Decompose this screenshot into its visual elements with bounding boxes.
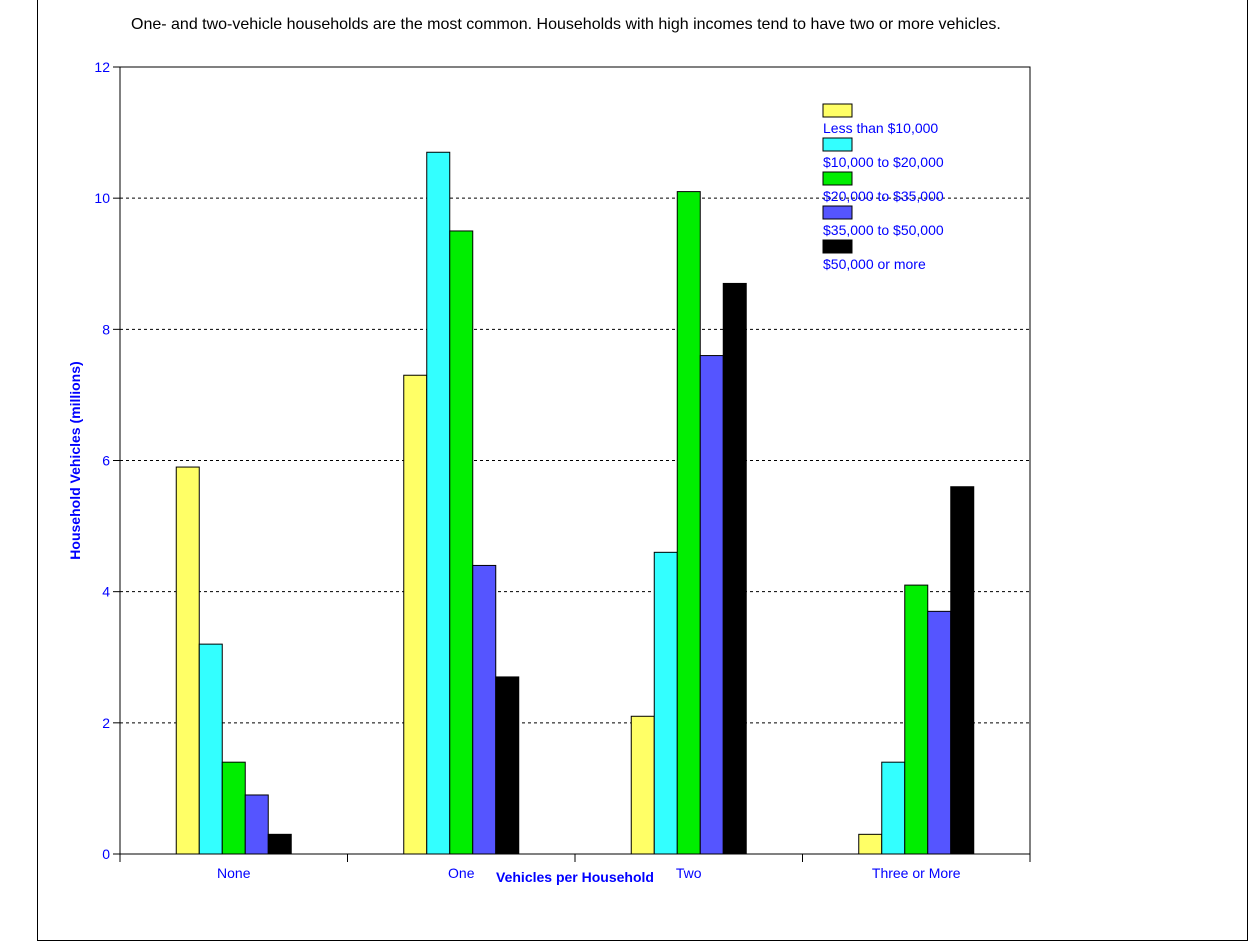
legend-label: $10,000 to $20,000 [823, 154, 944, 170]
legend-swatch [822, 137, 853, 152]
bar-two-series-1 [630, 715, 655, 855]
bar-two-series-4 [699, 355, 724, 855]
legend-label: Less than $10,000 [823, 120, 938, 136]
bar-none-series-4 [244, 794, 269, 855]
bar-three-or-more-series-2 [881, 761, 906, 855]
legend-swatch [822, 239, 853, 254]
y-tick-label: 0 [102, 846, 110, 862]
x-tick-label: One [448, 865, 475, 881]
legend-label: $20,000 to $35,000 [823, 188, 944, 204]
bar-three-or-more-series-3 [904, 584, 929, 855]
bar-none-series-1 [175, 466, 200, 855]
y-tick-label: 10 [94, 190, 110, 206]
x-tick-label: None [217, 865, 251, 881]
bar-one-series-4 [472, 564, 497, 855]
legend-swatch [822, 205, 853, 220]
bar-one-series-5 [495, 676, 520, 855]
legend-swatch [822, 103, 853, 118]
y-tick-label: 4 [102, 584, 110, 600]
y-tick-label: 12 [94, 59, 110, 75]
x-tick-label: Three or More [872, 865, 961, 881]
y-tick-label: 2 [102, 715, 110, 731]
legend-swatch [822, 171, 853, 186]
bar-none-series-3 [221, 761, 246, 855]
bar-one-series-2 [426, 151, 451, 855]
bar-none-series-5 [267, 833, 292, 855]
bar-none-series-2 [198, 643, 223, 855]
y-tick-label: 8 [102, 321, 110, 337]
y-axis-title: Household Vehicles (millions) [67, 361, 83, 559]
bar-two-series-3 [676, 191, 701, 855]
legend: Less than $10,000 $10,000 to $20,000 $20,0… [822, 103, 944, 272]
x-axis-title: Vehicles per Household [496, 869, 654, 885]
bar-three-or-more-series-4 [927, 610, 952, 855]
figure-frame [37, 0, 1248, 941]
legend-label: $35,000 to $50,000 [823, 222, 944, 238]
bar-one-series-3 [449, 230, 474, 855]
plot-area-frame [119, 66, 1031, 855]
bar-three-or-more-series-5 [950, 486, 975, 855]
x-tick-label: Two [676, 865, 702, 881]
chart-caption: One- and two-vehicle households are the … [131, 16, 1001, 33]
axes: 0 2 4 6 8 10 12 None One Two Three or More [94, 59, 1031, 881]
grid-lines [120, 197, 1030, 724]
bar-one-series-1 [403, 374, 428, 855]
bar-two-series-5 [722, 282, 747, 855]
bar-three-or-more-series-1 [858, 833, 883, 855]
legend-label: $50,000 or more [823, 256, 926, 272]
bar-two-series-2 [653, 551, 678, 855]
y-tick-label: 6 [102, 453, 110, 469]
bars [175, 151, 975, 855]
